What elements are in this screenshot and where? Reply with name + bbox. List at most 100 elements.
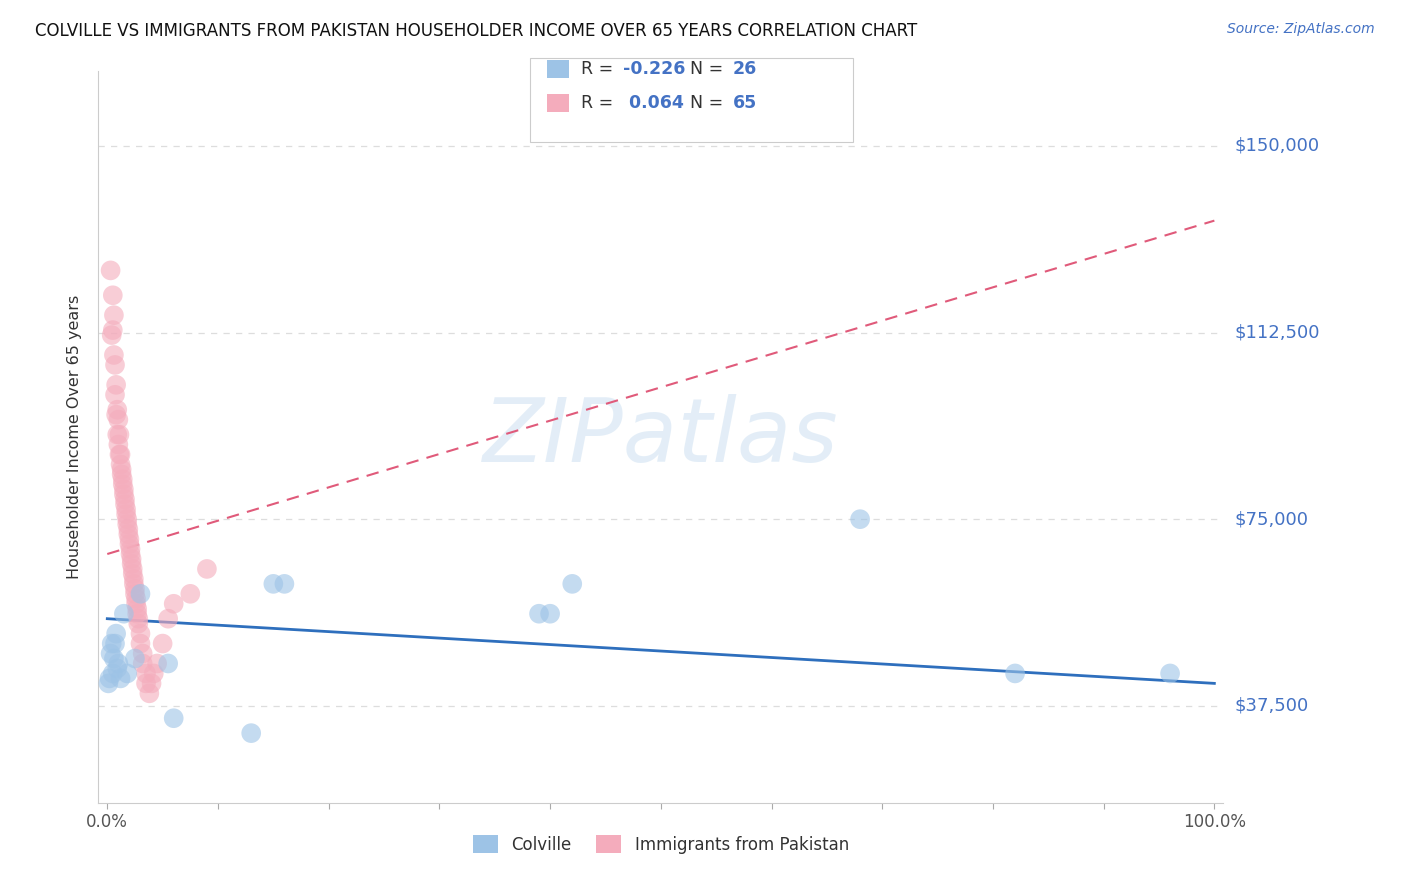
Point [101, 323, 124, 337]
Point [112, 607, 135, 621]
Point [120, 547, 142, 561]
Point [157, 612, 180, 626]
Point [97, 676, 120, 690]
Y-axis label: Householder Income Over 65 years: Householder Income Over 65 years [67, 295, 83, 579]
Point [121, 557, 143, 571]
Point [195, 562, 218, 576]
Point [125, 597, 148, 611]
Point [111, 467, 134, 482]
Point [112, 483, 135, 497]
Text: 65: 65 [733, 94, 756, 112]
Point [125, 591, 148, 606]
Point [163, 711, 186, 725]
Point [111, 462, 134, 476]
Point [115, 507, 138, 521]
Point [273, 577, 295, 591]
Point [105, 626, 128, 640]
Point [135, 676, 157, 690]
Point [110, 458, 132, 472]
Point [100, 647, 122, 661]
Point [101, 666, 124, 681]
Point [1004, 666, 1026, 681]
Point [146, 657, 169, 671]
Point [111, 472, 134, 486]
Point [103, 308, 125, 322]
Point [527, 607, 550, 621]
Point [107, 657, 129, 671]
Point [127, 607, 149, 621]
Point [131, 657, 153, 671]
Point [142, 666, 165, 681]
Point [135, 666, 157, 681]
Point [127, 601, 149, 615]
Point [120, 542, 142, 557]
Point [561, 577, 583, 591]
Text: $150,000: $150,000 [1234, 137, 1319, 155]
Point [105, 661, 128, 675]
Text: Source: ZipAtlas.com: Source: ZipAtlas.com [1227, 22, 1375, 37]
Point [110, 672, 132, 686]
Text: R =: R = [581, 60, 619, 78]
Point [98, 672, 121, 686]
Point [108, 448, 131, 462]
Point [104, 388, 127, 402]
Point [118, 532, 141, 546]
Point [131, 647, 153, 661]
Point [129, 636, 152, 650]
Point [110, 448, 132, 462]
Point [121, 566, 143, 581]
Point [105, 402, 128, 417]
Legend: Colville, Immigrants from Pakistan: Colville, Immigrants from Pakistan [465, 829, 856, 860]
Text: N =: N = [690, 60, 730, 78]
Point [849, 512, 872, 526]
Point [108, 427, 131, 442]
Point [124, 651, 146, 665]
Point [114, 497, 136, 511]
Point [101, 288, 124, 302]
Point [105, 377, 128, 392]
Point [138, 686, 160, 700]
Text: $112,500: $112,500 [1234, 324, 1320, 342]
Point [1159, 666, 1181, 681]
Point [538, 607, 561, 621]
Point [118, 537, 141, 551]
Point [124, 582, 146, 596]
Point [129, 626, 152, 640]
Point [100, 328, 122, 343]
Point [104, 636, 127, 650]
Text: COLVILLE VS IMMIGRANTS FROM PAKISTAN HOUSEHOLDER INCOME OVER 65 YEARS CORRELATIO: COLVILLE VS IMMIGRANTS FROM PAKISTAN HOU… [35, 22, 917, 40]
Point [117, 527, 139, 541]
Text: $37,500: $37,500 [1234, 697, 1309, 714]
Point [107, 412, 129, 426]
Text: -0.226: -0.226 [623, 60, 685, 78]
Point [152, 636, 174, 650]
Text: N =: N = [690, 94, 730, 112]
Text: $75,000: $75,000 [1234, 510, 1309, 528]
Point [115, 517, 138, 532]
Text: 0.064: 0.064 [623, 94, 683, 112]
Text: ZIPatlas: ZIPatlas [484, 394, 838, 480]
Point [100, 263, 122, 277]
Point [115, 512, 138, 526]
Point [124, 587, 146, 601]
Point [127, 616, 149, 631]
Point [114, 492, 136, 507]
Point [104, 358, 127, 372]
Point [262, 577, 284, 591]
Point [105, 427, 128, 442]
Point [105, 408, 128, 422]
Point [100, 636, 122, 650]
Point [111, 477, 134, 491]
Point [107, 437, 129, 451]
Text: 26: 26 [733, 60, 756, 78]
Point [121, 562, 143, 576]
Point [115, 502, 138, 516]
Point [115, 666, 138, 681]
Text: R =: R = [581, 94, 619, 112]
Point [127, 612, 149, 626]
Point [157, 657, 180, 671]
Point [179, 587, 201, 601]
Point [121, 552, 143, 566]
Point [129, 587, 152, 601]
Point [103, 651, 125, 665]
